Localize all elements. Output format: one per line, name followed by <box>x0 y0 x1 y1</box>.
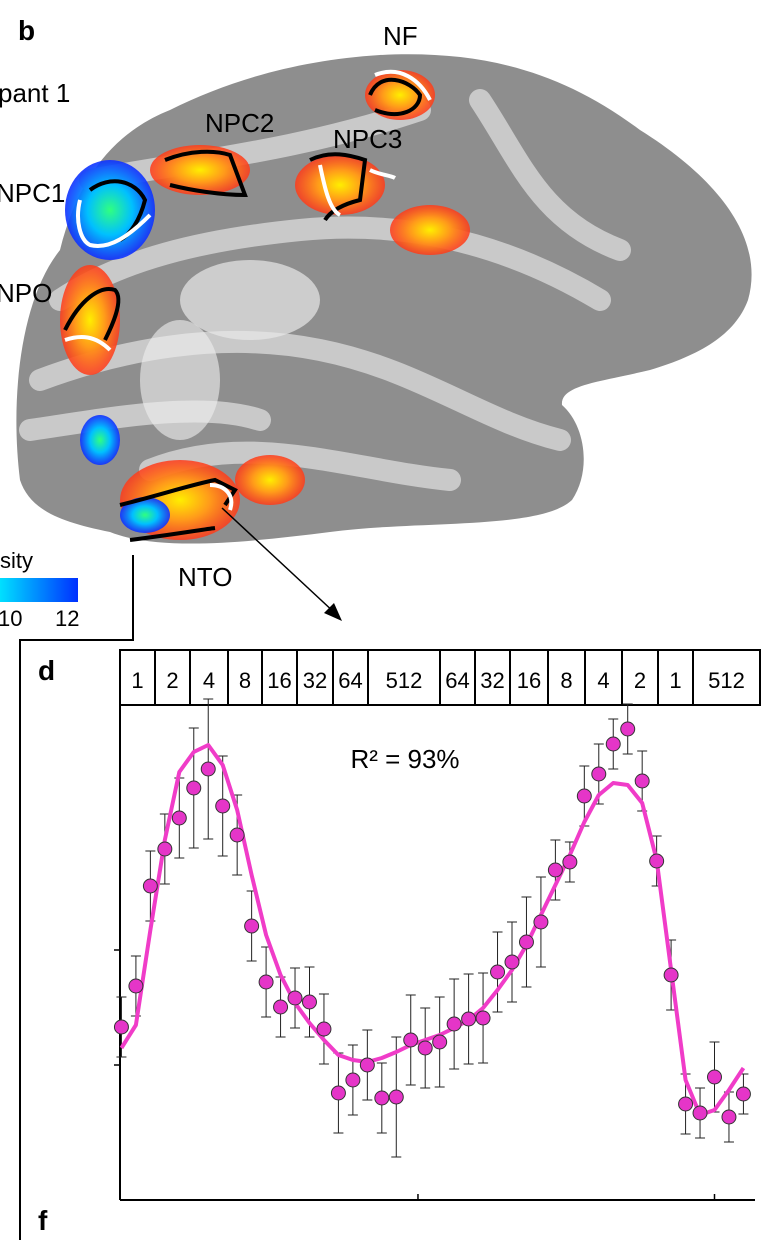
fit-line <box>119 743 746 1117</box>
data-point <box>504 954 520 970</box>
data-point <box>316 1021 332 1037</box>
data-point <box>692 1105 708 1121</box>
data-point <box>446 1016 462 1032</box>
data-point <box>475 1010 491 1026</box>
header-cell: 8 <box>239 668 251 693</box>
data-point <box>229 827 245 843</box>
data-point <box>663 967 679 983</box>
annotation: R² = 93% <box>350 744 459 774</box>
data-point <box>330 1085 346 1101</box>
data-point <box>171 810 187 826</box>
header-cell: 512 <box>386 668 423 693</box>
arrow <box>221 507 337 615</box>
participant-label: pant 1 <box>0 78 70 108</box>
header-cell: 32 <box>303 668 327 693</box>
header-cell: 2 <box>166 668 178 693</box>
data-point <box>735 1086 751 1102</box>
data-point <box>113 1019 129 1035</box>
data-point <box>605 736 621 752</box>
data-point <box>547 862 563 878</box>
data-point <box>359 1057 375 1073</box>
data-point <box>649 853 665 869</box>
region-label: NPC2 <box>205 108 274 138</box>
arrow-head <box>324 603 342 621</box>
header-cell: 1 <box>131 668 143 693</box>
colorbar-tick: 12 <box>55 606 79 631</box>
region-label: NPC1 <box>0 178 65 208</box>
panel-frame <box>19 555 134 1240</box>
data-point <box>258 974 274 990</box>
panel-label: f <box>38 1205 48 1236</box>
data-point <box>215 798 231 814</box>
data-point <box>533 914 549 930</box>
data-point <box>388 1089 404 1105</box>
data-point <box>432 1034 448 1050</box>
data-point <box>186 780 202 796</box>
plot: R² = 93% <box>113 698 755 1201</box>
data-point <box>273 999 289 1015</box>
data-point <box>591 766 607 782</box>
colorbar-tick: 10 <box>0 606 22 631</box>
data-point <box>345 1072 361 1088</box>
header-cell: 4 <box>597 668 609 693</box>
header-cell: 4 <box>203 668 215 693</box>
header-cell: 1 <box>669 668 681 693</box>
header-cell: 16 <box>517 668 541 693</box>
panel-label: d <box>38 655 55 686</box>
colorbar <box>0 578 78 602</box>
header-cell: 32 <box>480 668 504 693</box>
header-cell: 64 <box>445 668 469 693</box>
data-point <box>721 1109 737 1125</box>
panel-label: b <box>18 15 35 46</box>
region-label: NTO <box>178 562 232 592</box>
data-point <box>128 978 144 994</box>
data-point <box>301 994 317 1010</box>
data-point <box>490 964 506 980</box>
region-label: NPO <box>0 278 52 308</box>
data-point <box>200 761 216 777</box>
data-point <box>403 1032 419 1048</box>
header-cell: 16 <box>267 668 291 693</box>
header-cell: 2 <box>634 668 646 693</box>
header-cell: 64 <box>338 668 362 693</box>
data-point <box>417 1040 433 1056</box>
region-label: NPC3 <box>333 124 402 154</box>
colorbar-label: sity <box>0 548 33 573</box>
data-point <box>461 1011 477 1027</box>
header-cell: 8 <box>560 668 572 693</box>
data-point <box>142 878 158 894</box>
data-point <box>634 773 650 789</box>
header-cell: 512 <box>708 668 745 693</box>
data-point <box>244 918 260 934</box>
header-row: 1 2 4 8 16 32 64 512 64 32 16 8 4 2 1 512 <box>119 649 761 706</box>
data-point <box>157 841 173 857</box>
brain <box>16 54 752 544</box>
data-point <box>576 788 592 804</box>
data-point <box>287 990 303 1006</box>
data-point <box>518 934 534 950</box>
data-point <box>706 1069 722 1085</box>
data-point <box>620 721 636 737</box>
data-point <box>678 1096 694 1112</box>
data-point <box>562 854 578 870</box>
data-point <box>374 1090 390 1106</box>
region-label: NF <box>383 21 418 51</box>
